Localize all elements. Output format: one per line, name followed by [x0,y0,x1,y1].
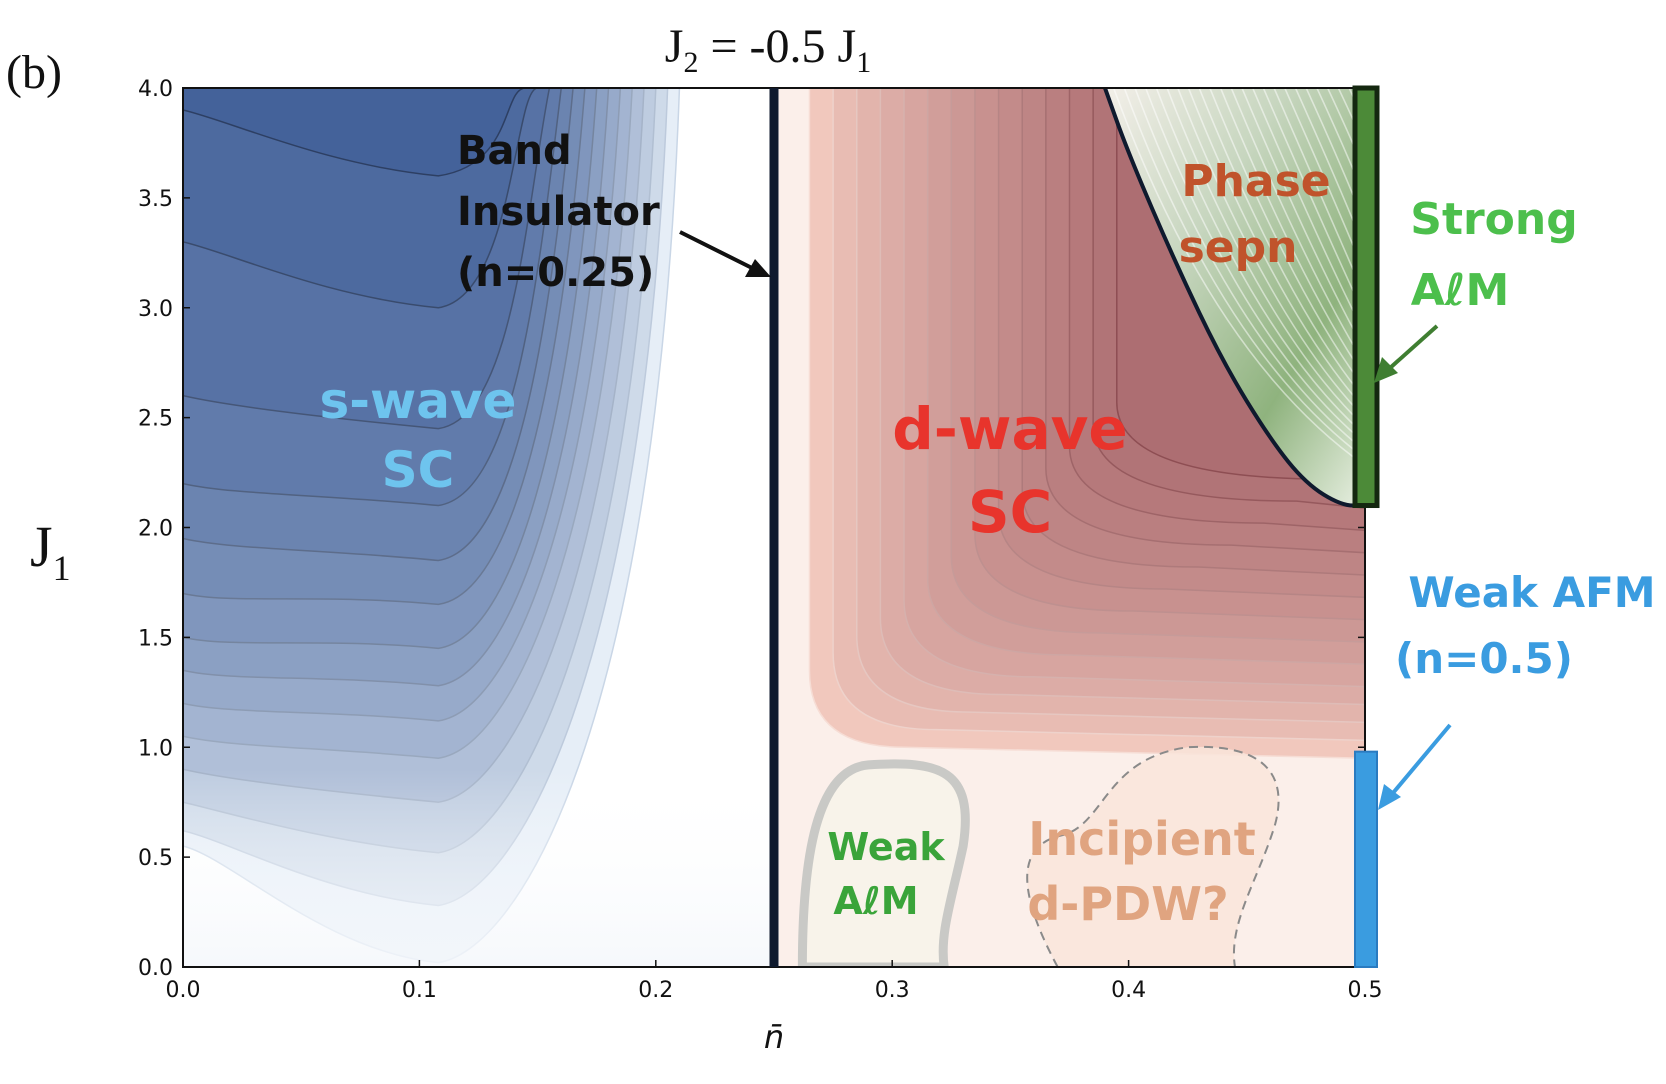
y-axis-label: J1 [30,514,71,588]
x-tick-label: 0.2 [638,978,673,1003]
title-sub2: 1 [856,46,871,79]
annotation-arrows [679,230,1452,810]
d-wave-label-line2: SC [968,478,1052,546]
pdw-region-layer [797,745,1280,967]
weak-afm-arrow [1391,723,1452,795]
band-insulator-arrow [679,230,753,270]
y-tick-label: 3.5 [138,187,173,212]
plot-area [183,88,1365,967]
y-tick-label: 3.0 [138,297,173,322]
y-tick-label: 0.5 [138,846,173,871]
panel-label: (b) [6,46,62,99]
pdw-label-line2: d-PDW? [1027,877,1228,931]
s-wave-label-line2: SC [382,441,455,499]
phase-boundary-curve [1103,88,1365,508]
phase-separation-contour-line [1321,88,1365,377]
y-tick-label: 2.0 [138,517,173,542]
phase-separation-contour-line [1162,88,1365,466]
band-insulator-label-line1: Band [457,128,572,174]
phase-separation-contour-line [1311,88,1365,382]
title-main: J [665,20,684,73]
incipient-pdw-region [1026,745,1280,967]
phase-separation-contour-line [1204,88,1365,442]
weak-afm-label-line2: (n=0.5) [1395,634,1573,683]
x-tick-label: 0.1 [402,978,437,1003]
strong-alm-edge-bar [1352,85,1380,509]
x-tick-label: 0.5 [1348,978,1383,1003]
phase-separation-contour-line [1225,88,1365,430]
phase-separation-region [1104,88,1365,506]
s-wave-contours [183,88,798,967]
weak-afm-edge-bar [1354,750,1378,969]
y-tick-label: 2.5 [138,407,173,432]
edge-bars [1352,85,1380,969]
phase-separation-contour-line [1172,88,1365,460]
weak-alm-region [797,759,970,967]
x-tick-label: 0.0 [166,978,201,1003]
phase-separation-contour-line [1279,88,1365,400]
phase-separation-contour-line [1236,88,1365,424]
phase-sepn-label-line2: sepn [1179,222,1298,273]
d-wave-label-line1: d-wave [892,395,1127,463]
phase-separation-contour-line [1183,88,1365,454]
weak-alm-label-line2: AℓM [833,879,918,923]
weak-afm-label-line1: Weak AFM [1408,568,1655,617]
band-insulator-arrowhead [745,259,771,277]
phase-separation-contours [1108,88,1365,496]
strong-alm-arrow [1388,324,1439,370]
figure-title: J2 = -0.5 J1 [665,20,871,79]
strong-alm-label-line1: Strong [1410,194,1577,245]
phase-separation-contour-line [1215,88,1365,436]
ylabel-sub: 1 [53,548,71,588]
pdw-label-line1: Incipient [1028,812,1256,866]
phase-separation-contour-line [1247,88,1365,418]
strong-alm-arrowhead [1374,357,1398,383]
band-insulator-label-line3: (n=0.25) [457,250,654,296]
s-wave-bottom-fade [183,769,798,967]
weak-afm-arrowhead [1378,784,1401,810]
x-tick-label: 0.3 [875,978,910,1003]
title-mid: = -0.5 J [698,20,856,73]
phase-separation-contour-line [1140,88,1365,478]
band-insulator-label-line2: Insulator [457,189,660,235]
phase-separation-contour-line [1194,88,1365,448]
strong-alm-label-line2: AℓM [1411,265,1510,316]
weak-alm-label-line1: Weak [827,825,945,869]
y-tick-label: 4.0 [138,77,173,102]
region-labels: s-wave SC d-wave SC Phase sepn Weak AℓM … [320,128,1656,931]
x-tick-label: 0.4 [1111,978,1146,1003]
s-wave-contour-level [183,88,526,177]
phase-separation-contour-line [1289,88,1365,394]
s-wave-label-line1: s-wave [320,372,517,430]
phase-separation-contour-line [1300,88,1365,388]
axis-ticks: 0.0 0.1 0.2 0.3 0.4 0.5 0.0 0.5 1.0 1.5 2.0 2.5 3.0 3… [138,77,1383,1003]
y-tick-label: 1.0 [138,736,173,761]
phase-separation-layer [1103,88,1365,508]
phase-separation-contour-line [1151,88,1365,472]
phase-sepn-label-line1: Phase [1181,156,1330,207]
title-sub1: 2 [683,46,698,79]
y-tick-label: 0.0 [138,956,173,981]
y-tick-label: 1.5 [138,626,173,651]
phase-separation-contour-line [1130,88,1365,484]
ylabel-main: J [30,514,53,579]
x-axis-label: n̄ [764,1018,784,1056]
